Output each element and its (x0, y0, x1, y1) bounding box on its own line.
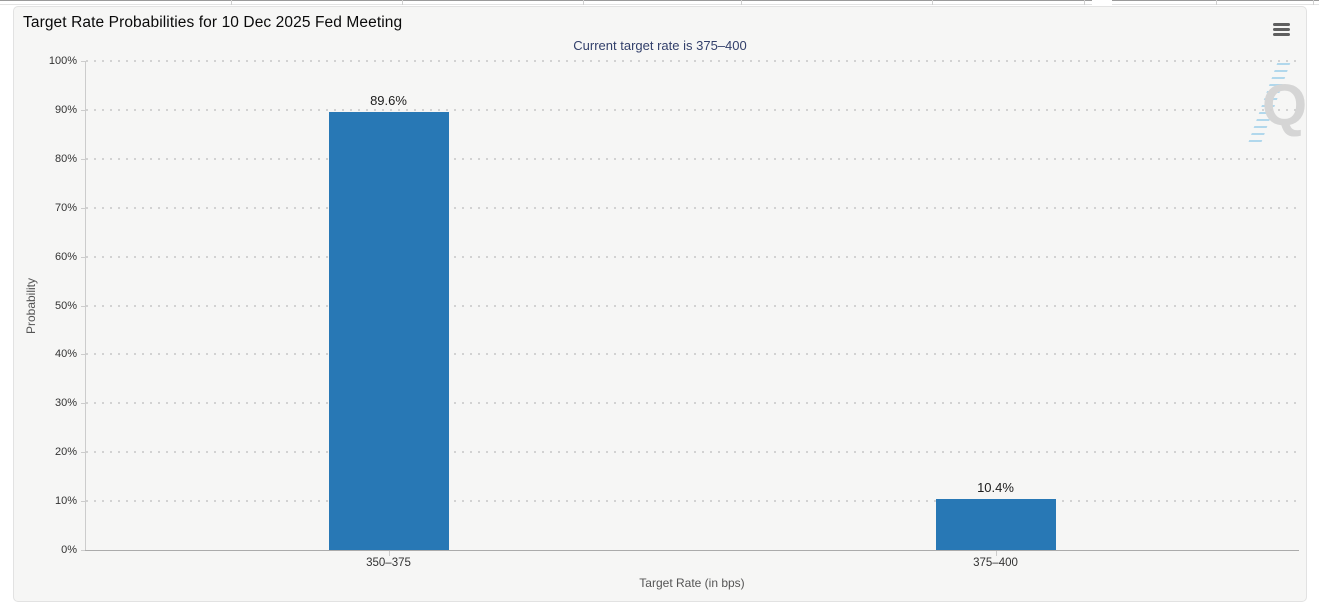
y-tick (81, 452, 85, 454)
chart-context-menu-button[interactable] (1271, 19, 1293, 39)
y-tick (81, 207, 85, 209)
plot-area: 0% 10% 20% 30% 40% 50% 60% 70% 80% 90% 100% 89.6% 35… (49, 55, 1299, 569)
x-axis-title: Target Rate (in bps) (639, 576, 745, 590)
table-edge-divider (932, 0, 933, 5)
y-tick (81, 501, 85, 503)
bar-350–375[interactable] (328, 111, 449, 550)
table-edge-divider (1313, 0, 1314, 5)
watermark-logo: Q (1238, 55, 1313, 155)
y-tick-label: 0% (61, 544, 77, 556)
y-tick-label: 80% (54, 152, 77, 165)
y-tick-label: 90% (54, 103, 77, 116)
gridline-90 (86, 108, 1299, 111)
cropped-table-edge (0, 0, 1319, 6)
gridline-80 (86, 157, 1299, 160)
y-tick-label: 40% (54, 348, 77, 361)
x-category-label: 350–375 (366, 557, 411, 569)
y-tick-label: 100% (48, 55, 77, 67)
x-axis-line (85, 550, 1299, 551)
table-edge-divider (1084, 0, 1085, 5)
gridline-10 (86, 500, 1299, 503)
x-category-label: 375–400 (973, 557, 1018, 569)
bar-375–400[interactable] (935, 499, 1056, 550)
gridline-100 (86, 60, 1299, 62)
y-axis-line (85, 61, 86, 550)
table-edge-divider (231, 0, 232, 5)
gridline-30 (86, 402, 1299, 405)
gridline-40 (86, 353, 1299, 356)
y-tick-label: 30% (54, 397, 77, 410)
hamburger-icon (1273, 23, 1291, 36)
y-tick-label: 60% (54, 250, 77, 263)
y-tick (81, 61, 85, 62)
q-logo-letter: Q (1262, 73, 1308, 138)
table-edge-divider (1216, 0, 1217, 5)
y-tick (81, 158, 85, 160)
chart-title: Target Rate Probabilities for 10 Dec 202… (23, 14, 403, 31)
table-edge-divider (402, 0, 403, 5)
fedwatch-chart-panel: Target Rate Probabilities for 10 Dec 202… (13, 6, 1307, 602)
y-tick (81, 550, 85, 551)
bar-value-label: 10.4% (977, 480, 1014, 496)
table-edge-divider (583, 0, 584, 5)
gridline-70 (86, 206, 1299, 209)
y-tick (81, 256, 85, 258)
y-tick (81, 354, 85, 356)
x-tick (388, 551, 390, 556)
y-tick-label: 70% (54, 201, 77, 214)
y-tick (81, 109, 85, 111)
bar-value-label: 89.6% (370, 92, 407, 108)
gridline-20 (86, 451, 1299, 454)
y-tick-label: 10% (54, 495, 77, 508)
table-edge-segment (1112, 0, 1319, 5)
chart-subtitle: Current target rate is 375–400 (573, 38, 747, 53)
y-tick-label: 50% (54, 299, 77, 312)
y-tick (81, 403, 85, 405)
gridline-50 (86, 304, 1299, 307)
x-tick (995, 551, 997, 556)
y-tick (81, 305, 85, 307)
gridline-60 (86, 255, 1299, 258)
y-tick-label: 20% (54, 446, 77, 459)
table-edge-divider (741, 0, 742, 5)
table-edge-segment (0, 0, 1092, 5)
